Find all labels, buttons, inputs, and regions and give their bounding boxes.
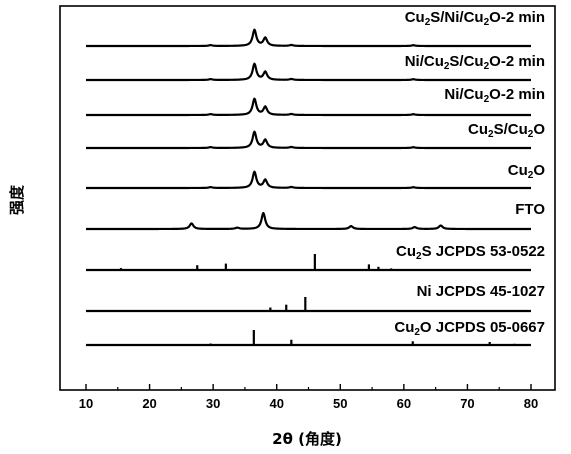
series-line — [85, 62, 532, 82]
x-tick-label: 20 — [142, 396, 156, 411]
series-7 — [86, 297, 531, 313]
series-label: Cu2S/Ni/Cu2O-2 min — [405, 9, 545, 28]
series-6 — [86, 254, 531, 272]
series-label: Cu2O — [508, 162, 546, 181]
series-label: Cu2S/Cu2O — [468, 121, 545, 140]
series-8 — [86, 330, 531, 347]
series-label: Cu2O JCPDS 05-0667 — [394, 319, 545, 338]
series-line — [85, 97, 532, 117]
series-line — [85, 170, 532, 190]
series-layer — [85, 28, 532, 347]
x-axis-title: 2θ (角度) — [272, 430, 342, 448]
x-tick-label: 30 — [206, 396, 220, 411]
series-line — [85, 211, 532, 231]
plot-border — [59, 5, 556, 391]
series-5 — [85, 211, 532, 231]
x-tick-label: 10 — [79, 396, 93, 411]
x-tick-label: 50 — [333, 396, 347, 411]
series-label: Cu2S JCPDS 53-0522 — [396, 243, 545, 262]
plot-frame — [59, 5, 556, 391]
series-label: Ni/Cu2O-2 min — [444, 86, 545, 105]
series-4 — [85, 170, 532, 190]
y-axis-title: 强度 — [8, 184, 26, 215]
x-tick-label: 40 — [269, 396, 283, 411]
series-3 — [85, 130, 532, 150]
series-label: FTO — [515, 201, 545, 218]
series-labels: Cu2S/Ni/Cu2O-2 min Ni/Cu2S/Cu2O-2 min Ni/C… — [394, 9, 545, 338]
x-axis-ticks: 10 20 30 40 50 60 70 80 — [79, 384, 538, 411]
series-line — [85, 28, 532, 48]
series-0 — [85, 28, 532, 48]
series-label: Ni/Cu2S/Cu2O-2 min — [405, 53, 545, 72]
x-tick-label: 80 — [524, 396, 538, 411]
series-2 — [85, 97, 532, 117]
x-tick-label: 70 — [460, 396, 474, 411]
series-line — [85, 130, 532, 150]
series-1 — [85, 62, 532, 82]
x-tick-label: 60 — [397, 396, 411, 411]
series-label: Ni JCPDS 45-1027 — [417, 283, 545, 300]
